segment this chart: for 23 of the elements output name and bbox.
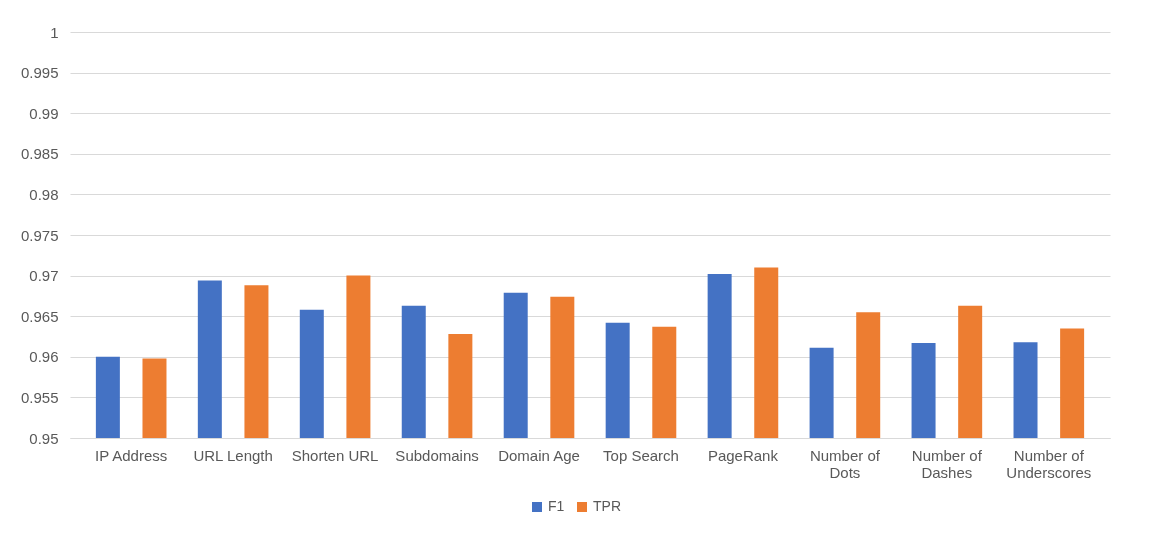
y-tick-label: 1 [50,23,59,41]
x-tick-label: IP Address [95,446,168,464]
x-tick-label: Subdomains [395,446,479,464]
x-tick-label: Number of Dots [809,446,881,481]
x-tick-label: Top Search [603,446,679,464]
x-tick-label: Number of Dashes [911,446,983,481]
legend-label: TPR [593,498,621,514]
y-tick-label: 0.99 [29,104,59,122]
legend-label: F1 [548,498,565,514]
x-tick-label: Domain Age [498,446,580,464]
x-tick-label: URL Length [193,446,273,464]
y-tick-label: 0.995 [20,64,59,82]
y-tick-label: 0.965 [20,307,59,325]
y-tick-label: 0.955 [20,388,59,406]
x-tick-label: Shorten URL [291,446,379,464]
y-tick-label: 0.975 [20,226,59,244]
y-tick-label: 0.97 [29,267,59,285]
x-tick-label: PageRank [707,446,779,464]
y-tick-label: 0.985 [20,145,59,163]
y-tick-label: 0.98 [29,185,59,203]
y-tick-label: 0.95 [29,429,59,447]
x-tick-label: Number of Underscores [1006,446,1092,481]
y-tick-label: 0.96 [29,348,59,366]
